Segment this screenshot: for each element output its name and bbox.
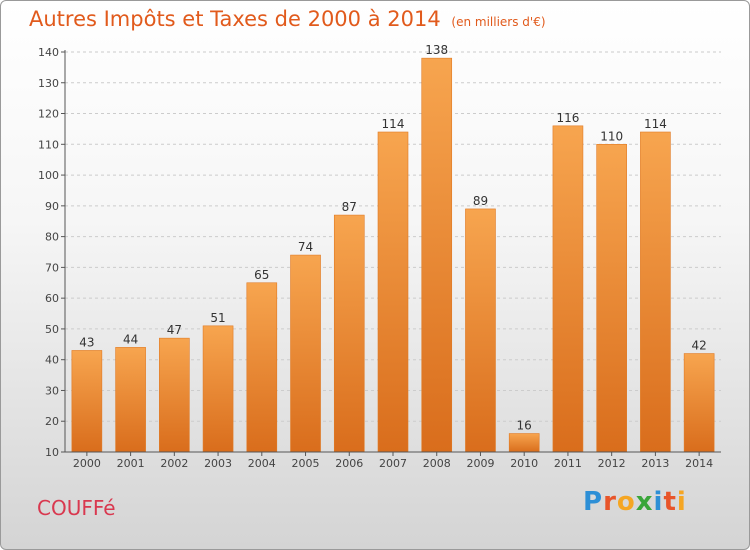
bar-2013 [640,131,671,453]
value-label: 116 [556,111,579,125]
logo-letter: i [676,487,687,517]
value-label: 42 [691,339,706,353]
x-tick-label: 2009 [466,457,494,470]
y-tick-label: 70 [45,261,59,274]
bar-2006 [333,214,365,453]
x-tick-label: 2004 [248,457,276,470]
axes: 10 20 30 40 50 60 70 80 90 100 110 120 130 140 2000 200… [38,46,721,470]
x-tick-label: 2003 [204,457,232,470]
bar-2007 [377,131,409,453]
y-tick-label: 140 [38,46,59,59]
logo-letter: r [603,487,617,517]
x-tick-label: 2010 [510,457,538,470]
logo-letter: P [583,487,604,517]
bar-2002 [159,337,190,453]
bar-2005 [290,254,321,453]
x-tick-label: 2001 [117,457,145,470]
chart-subtitle: (en milliers d'€) [451,15,546,29]
value-label: 114 [382,117,405,131]
value-label: 65 [254,268,269,282]
y-tick-label: 90 [45,200,59,213]
value-label: 89 [473,194,488,208]
proxiti-logo: Proxiti [583,487,687,517]
y-tick-label: 40 [45,354,59,367]
x-tick-label: 2005 [292,457,320,470]
chart-title-text: Autres Impôts et Taxes de 2000 à 2014 [29,7,441,31]
x-tick-label: 2012 [598,457,626,470]
bar-2003 [202,325,234,453]
y-tick-label: 80 [45,231,59,244]
bar-2008 [421,57,453,453]
value-label: 110 [600,129,623,143]
bar-2004 [246,282,278,453]
chart-title: Autres Impôts et Taxes de 2000 à 2014 (e… [29,7,546,31]
logo-letter: o [616,487,636,517]
y-tick-label: 100 [38,169,59,182]
y-tick-label: 50 [45,323,59,336]
x-tick-label: 2013 [641,457,669,470]
x-tick-label: 2011 [554,457,582,470]
x-tick-label: 2014 [685,457,713,470]
bar-2012 [596,144,627,453]
value-label: 114 [644,117,667,131]
value-label: 43 [79,335,94,349]
value-label: 87 [342,200,357,214]
x-tick-label: 2006 [335,457,363,470]
y-tick-label: 120 [38,108,59,121]
y-tick-label: 30 [45,384,59,397]
value-label: 74 [298,240,313,254]
bar-2011 [552,125,584,453]
bar-2000 [71,350,103,453]
bar-2001 [115,347,146,453]
bar-2014 [683,353,715,453]
x-tick-label: 2000 [73,457,101,470]
y-tick-label: 20 [45,415,59,428]
x-tick-label: 2007 [379,457,407,470]
value-label: 44 [123,332,138,346]
place-name: COUFFé [37,496,116,520]
logo-letter: x [635,487,654,517]
bar-2010 [508,433,540,453]
y-tick-label: 110 [38,138,59,151]
logo-letter: i [653,487,664,517]
value-label: 47 [167,323,182,337]
bars: 43 44 47 51 65 74 87 114 138 89 16 116 110 114 42 [71,43,715,453]
value-label: 138 [425,43,448,57]
y-tick-label: 10 [45,446,59,459]
logo-letter: t [663,487,677,517]
x-tick-label: 2002 [160,457,188,470]
y-tick-label: 60 [45,292,59,305]
value-label: 51 [210,311,225,325]
bar-2009 [465,208,496,453]
value-label: 16 [517,419,532,433]
x-tick-label: 2008 [423,457,451,470]
y-tick-label: 130 [38,77,59,90]
